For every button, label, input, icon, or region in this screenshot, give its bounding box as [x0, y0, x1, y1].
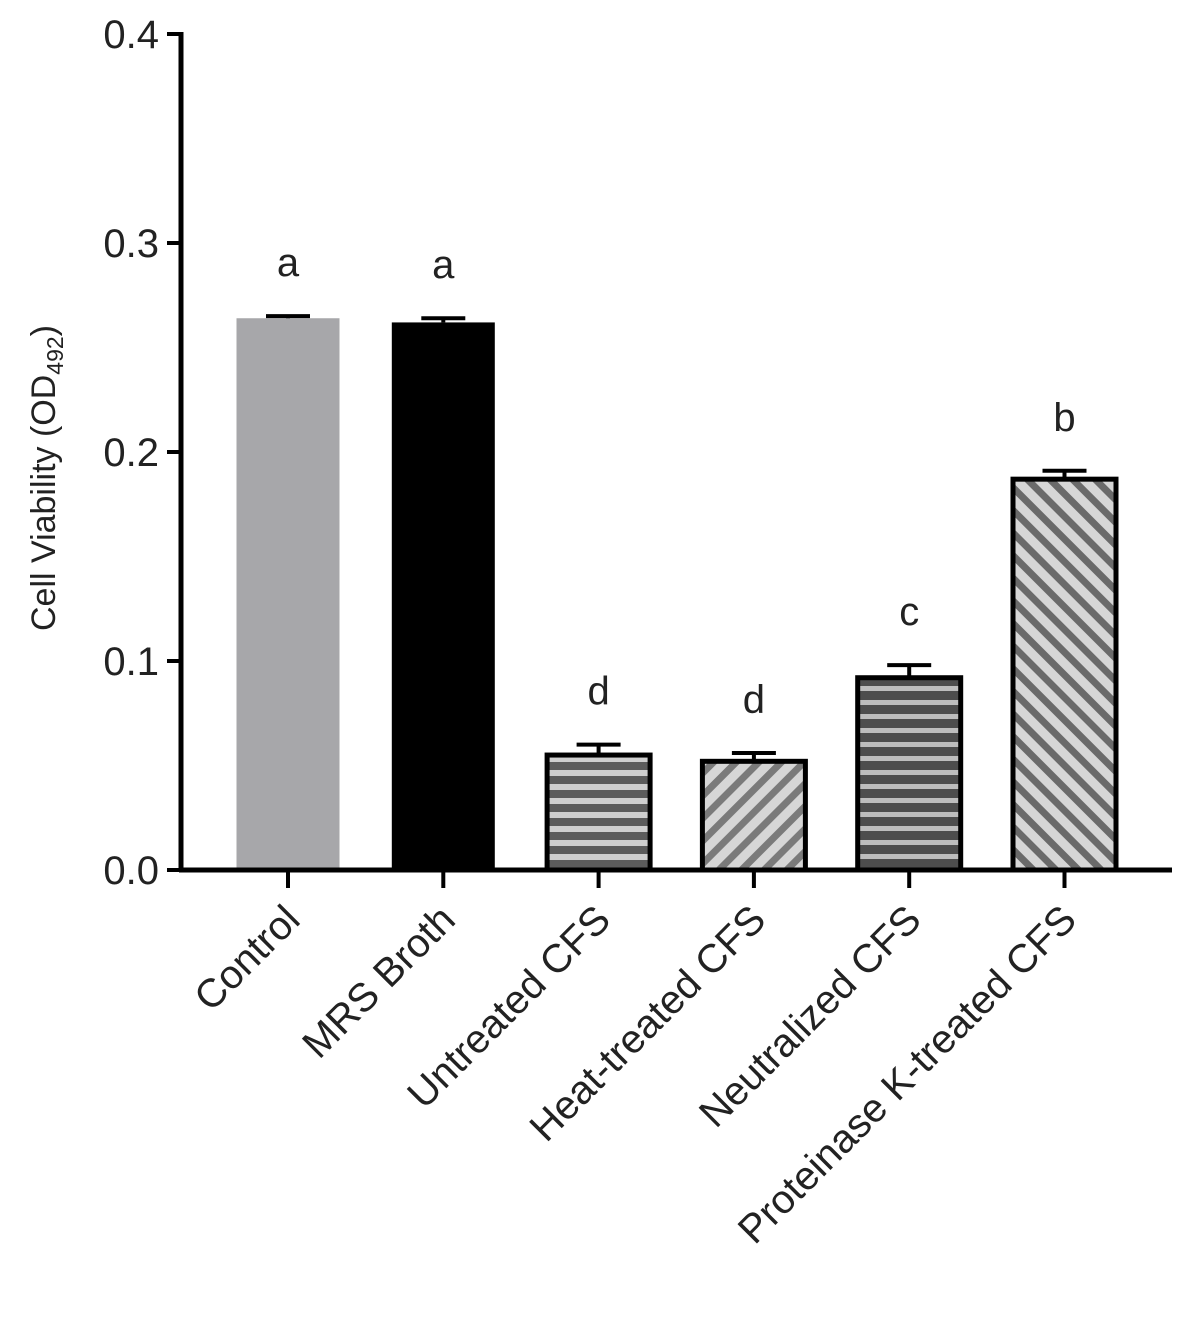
bar — [391, 322, 495, 870]
y-axis-label-group: Cell Viability (OD492) — [25, 325, 68, 631]
bar — [544, 752, 653, 873]
significance-letter: a — [277, 241, 300, 285]
y-axis-label-subscript: 492 — [42, 336, 68, 374]
y-tick-label: 0.0 — [103, 849, 159, 893]
x-tick-label: MRS Broth — [294, 897, 463, 1066]
y-tick-label: 0.3 — [103, 222, 159, 266]
y-tick-label: 0.1 — [103, 640, 159, 684]
significance-letter: d — [587, 670, 609, 714]
y-axis-label-main: Cell Viability (OD — [25, 375, 63, 631]
y-axis-label-close: ) — [25, 325, 63, 336]
significance-letter: b — [1053, 396, 1075, 440]
y-tick-label: 0.2 — [103, 431, 159, 475]
bar — [1010, 476, 1119, 873]
y-tick-label: 0.4 — [103, 13, 159, 57]
significance-letter: d — [743, 678, 765, 722]
significance-letter: a — [432, 243, 455, 287]
bar — [699, 758, 808, 873]
bar — [236, 318, 340, 870]
significance-letter: c — [899, 590, 919, 634]
bars: a a d d c b — [236, 241, 1119, 873]
y-axis-ticks: 0.0 0.1 0.2 0.3 0.4 — [103, 13, 181, 893]
axes — [178, 32, 1172, 888]
x-tick-label: Control — [186, 897, 308, 1019]
bar — [855, 675, 964, 873]
y-axis-label: Cell Viability (OD492) — [25, 325, 68, 631]
